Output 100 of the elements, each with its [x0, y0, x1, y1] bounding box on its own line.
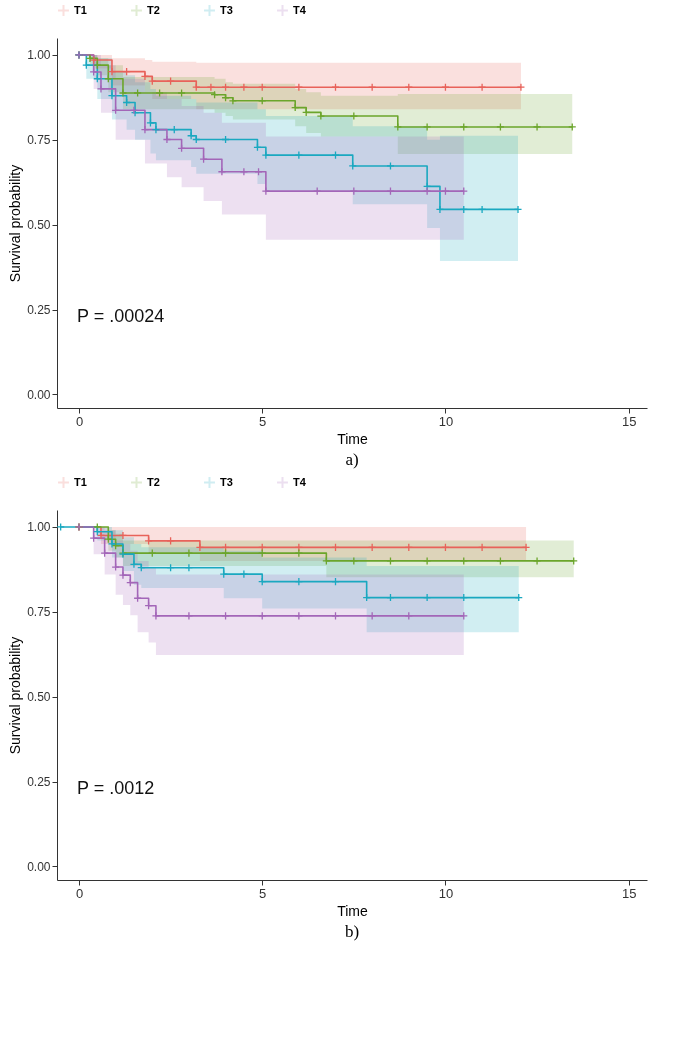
- point: [228, 96, 238, 105]
- point: [459, 122, 468, 132]
- x-tick-label: 15: [621, 413, 637, 429]
- point: [107, 67, 117, 76]
- point: [459, 556, 468, 566]
- y-tick-label: 1.00: [27, 48, 51, 63]
- point: [151, 125, 161, 134]
- point: [294, 577, 304, 586]
- y-tick-label: 0.25: [27, 775, 51, 790]
- point: [148, 76, 157, 86]
- point: [140, 125, 150, 134]
- point: [516, 83, 526, 92]
- y-axis-title: Survival probability: [7, 636, 24, 755]
- legend-label: T1: [74, 3, 87, 16]
- point: [569, 556, 578, 566]
- point: [532, 122, 542, 132]
- point: [441, 186, 450, 196]
- point: [386, 186, 395, 196]
- legend-label: T4: [293, 475, 307, 488]
- point: [386, 556, 395, 566]
- point: [393, 122, 402, 132]
- point: [459, 611, 468, 621]
- y-tick-label: 0.25: [27, 303, 51, 318]
- point: [477, 543, 487, 552]
- y-tick-label: 0.75: [27, 133, 51, 148]
- point: [532, 556, 542, 566]
- point: [166, 536, 175, 546]
- point: [184, 611, 194, 621]
- point: [322, 556, 331, 566]
- point: [107, 91, 117, 100]
- y-tick-label: 0.75: [27, 605, 51, 620]
- x-axis-title: Time: [337, 902, 369, 919]
- point: [96, 531, 106, 540]
- x-tick-label: 5: [259, 885, 267, 901]
- point: [184, 563, 194, 572]
- point: [111, 562, 120, 572]
- point: [422, 593, 432, 602]
- x-tick-label: 10: [438, 885, 454, 901]
- text: a): [345, 450, 359, 469]
- point: [513, 205, 523, 214]
- point: [162, 135, 172, 144]
- point: [144, 536, 153, 546]
- point: [496, 556, 505, 566]
- legend-label: T4: [293, 3, 307, 16]
- point: [313, 186, 322, 196]
- point: [221, 611, 230, 621]
- point: [294, 150, 304, 160]
- point: [349, 556, 359, 566]
- point: [217, 167, 227, 176]
- x-tick-label: 0: [75, 885, 84, 901]
- x-tick-label: 5: [259, 413, 267, 429]
- y-tick-label: 1.00: [27, 520, 51, 535]
- legend-label: T2: [147, 475, 160, 488]
- annotation: P = .00024: [77, 306, 165, 327]
- point: [294, 611, 304, 621]
- point: [422, 556, 432, 566]
- point: [331, 150, 340, 160]
- point: [521, 543, 531, 552]
- point: [258, 548, 267, 558]
- point: [239, 167, 249, 176]
- text: b): [344, 922, 360, 941]
- point: [404, 611, 413, 621]
- point: [155, 88, 164, 98]
- point: [151, 611, 161, 621]
- point: [118, 531, 128, 540]
- point: [348, 161, 357, 171]
- legend-label: T3: [220, 475, 233, 488]
- point: [85, 54, 95, 63]
- point: [140, 72, 150, 81]
- x-tick-label: 10: [438, 413, 454, 429]
- point: [568, 122, 577, 132]
- point: [133, 88, 142, 98]
- point: [294, 83, 304, 92]
- point: [349, 111, 359, 121]
- point: [177, 88, 186, 98]
- y-tick-label: 0.00: [27, 387, 51, 402]
- point: [146, 118, 155, 128]
- point: [496, 122, 505, 132]
- y-tick-label: 0.50: [27, 218, 51, 233]
- point: [261, 150, 271, 160]
- point: [221, 548, 230, 558]
- y-tick-label: 0.50: [27, 690, 51, 705]
- annotation: P = .0012: [77, 778, 155, 799]
- x-tick-label: 0: [75, 413, 84, 429]
- point: [89, 67, 98, 77]
- point: [459, 186, 468, 196]
- point: [331, 611, 340, 621]
- point: [100, 548, 109, 558]
- point: [294, 548, 304, 558]
- point: [239, 83, 249, 92]
- x-axis-title: Time: [337, 430, 369, 447]
- legend-label: T2: [147, 3, 160, 16]
- point: [195, 543, 205, 552]
- point: [56, 522, 65, 532]
- point: [258, 611, 267, 621]
- legend-label: T1: [74, 475, 87, 488]
- point: [129, 560, 139, 569]
- point: [477, 83, 487, 92]
- point: [386, 161, 395, 171]
- point: [316, 111, 326, 121]
